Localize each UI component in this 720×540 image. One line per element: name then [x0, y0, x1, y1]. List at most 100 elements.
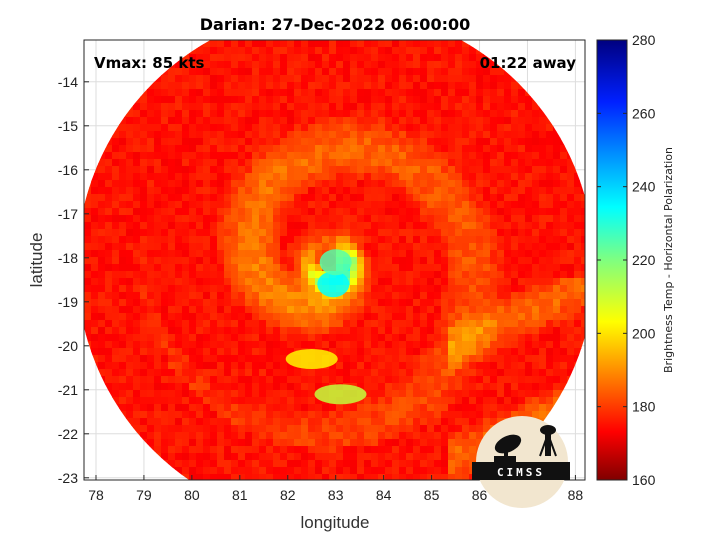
- swath-pixel: [140, 376, 148, 384]
- swath-pixel: [532, 117, 540, 125]
- swath-pixel: [497, 299, 505, 307]
- swath-pixel: [224, 320, 232, 328]
- swath-pixel: [238, 187, 246, 195]
- swath-pixel: [420, 278, 428, 286]
- swath-pixel: [259, 257, 267, 265]
- swath-pixel: [175, 89, 183, 97]
- swath-pixel: [287, 187, 295, 195]
- swath-pixel: [357, 376, 365, 384]
- swath-pixel: [434, 264, 442, 272]
- swath-pixel: [434, 166, 442, 174]
- swath-pixel: [399, 264, 407, 272]
- swath-pixel: [385, 348, 393, 356]
- swath-pixel: [406, 215, 414, 223]
- swath-pixel: [357, 327, 365, 335]
- swath-pixel: [315, 61, 323, 69]
- swath-pixel: [469, 215, 477, 223]
- swath-pixel: [119, 285, 127, 293]
- swath-pixel: [553, 236, 561, 244]
- swath-pixel: [581, 306, 585, 314]
- swath-pixel: [301, 474, 309, 480]
- swath-pixel: [455, 397, 463, 405]
- swath-pixel: [364, 460, 372, 468]
- swath-pixel: [329, 180, 337, 188]
- swath-pixel: [525, 222, 533, 230]
- swath-pixel: [308, 243, 316, 251]
- swath-pixel: [364, 117, 372, 125]
- swath-pixel: [525, 180, 533, 188]
- swath-pixel: [336, 327, 344, 335]
- swath-pixel: [329, 299, 337, 307]
- swath-pixel: [161, 348, 169, 356]
- swath-pixel: [378, 264, 386, 272]
- swath-pixel: [441, 313, 449, 321]
- swath-pixel: [259, 180, 267, 188]
- swath-pixel: [399, 201, 407, 209]
- swath-pixel: [294, 243, 302, 251]
- swath-pixel: [147, 82, 155, 90]
- swath-pixel: [273, 152, 281, 160]
- swath-pixel: [252, 180, 260, 188]
- swath-pixel: [427, 194, 435, 202]
- swath-pixel: [455, 362, 463, 370]
- swath-pixel: [245, 383, 253, 391]
- y-tick-label: -22: [58, 426, 78, 442]
- swath-pixel: [329, 110, 337, 118]
- swath-pixel: [231, 362, 239, 370]
- swath-pixel: [252, 404, 260, 412]
- swath-pixel: [406, 222, 414, 230]
- swath-pixel: [308, 103, 316, 111]
- swath-pixel: [322, 61, 330, 69]
- swath-pixel: [427, 362, 435, 370]
- swath-pixel: [434, 117, 442, 125]
- swath-pixel: [434, 89, 442, 97]
- swath-pixel: [98, 341, 106, 349]
- swath-pixel: [133, 124, 141, 132]
- swath-pixel: [497, 229, 505, 237]
- swath-pixel: [168, 96, 176, 104]
- swath-pixel: [490, 313, 498, 321]
- swath-pixel: [343, 355, 351, 363]
- swath-pixel: [224, 404, 232, 412]
- swath-pixel: [546, 404, 554, 412]
- swath-pixel: [483, 236, 491, 244]
- swath-pixel: [385, 334, 393, 342]
- swath-pixel: [350, 68, 358, 76]
- swath-pixel: [287, 124, 295, 132]
- swath-pixel: [322, 187, 330, 195]
- swath-pixel: [490, 103, 498, 111]
- swath-pixel: [532, 292, 540, 300]
- swath-pixel: [196, 110, 204, 118]
- swath-pixel: [581, 299, 585, 307]
- swath-pixel: [273, 334, 281, 342]
- swath-pixel: [273, 96, 281, 104]
- swath-pixel: [231, 180, 239, 188]
- swath-pixel: [483, 208, 491, 216]
- swath-pixel: [399, 61, 407, 69]
- swath-pixel: [434, 96, 442, 104]
- swath-pixel: [84, 222, 92, 230]
- swath-pixel: [196, 89, 204, 97]
- swath-pixel: [322, 222, 330, 230]
- swath-pixel: [329, 117, 337, 125]
- swath-pixel: [112, 320, 120, 328]
- swath-pixel: [140, 369, 148, 377]
- swath-pixel: [315, 250, 323, 258]
- swath-pixel: [294, 257, 302, 265]
- swath-pixel: [371, 215, 379, 223]
- swath-pixel: [182, 96, 190, 104]
- swath-pixel: [427, 348, 435, 356]
- swath-pixel: [161, 75, 169, 83]
- swath-pixel: [154, 103, 162, 111]
- swath-pixel: [112, 236, 120, 244]
- swath-pixel: [231, 82, 239, 90]
- swath-pixel: [315, 82, 323, 90]
- swath-pixel: [469, 334, 477, 342]
- swath-pixel: [196, 208, 204, 216]
- swath-pixel: [182, 432, 190, 440]
- swath-pixel: [581, 327, 585, 335]
- swath-pixel: [112, 355, 120, 363]
- swath-pixel: [371, 229, 379, 237]
- swath-pixel: [350, 229, 358, 237]
- swath-pixel: [455, 390, 463, 398]
